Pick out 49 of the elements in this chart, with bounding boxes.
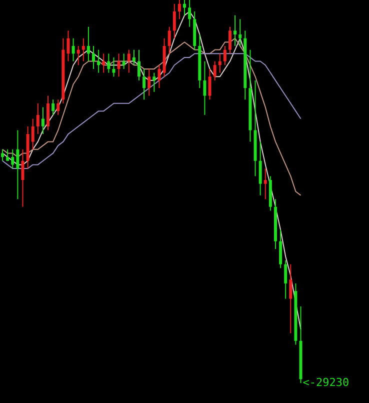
candlestick — [21, 148, 24, 208]
candlestick — [234, 14, 237, 46]
candlestick — [82, 38, 85, 62]
candlestick — [168, 26, 171, 54]
candlestick — [86, 26, 90, 62]
candlestick — [102, 53, 106, 74]
candlestick — [72, 38, 75, 62]
candlestick — [289, 264, 292, 334]
candlestick — [238, 18, 242, 46]
candlestick — [158, 64, 161, 89]
candlestick — [203, 60, 206, 116]
candlestick — [97, 49, 100, 74]
candlestick — [107, 53, 110, 74]
candlestick — [36, 102, 40, 135]
candlestick — [16, 130, 20, 200]
candlestick — [284, 260, 288, 300]
candlestick — [122, 53, 126, 70]
candlestick — [11, 148, 14, 170]
candlestick — [148, 68, 151, 96]
candlestick — [183, 0, 186, 16]
candlestick — [208, 68, 212, 100]
candlestick — [172, 3, 176, 39]
annotation: <-29230 — [302, 376, 350, 389]
candlestick — [218, 53, 222, 74]
candlestick — [52, 99, 55, 116]
candlestick — [117, 53, 120, 78]
candlestick — [258, 141, 262, 196]
candlestick — [228, 26, 232, 54]
candlestick — [56, 99, 60, 116]
candlestick — [178, 0, 181, 20]
candlestick — [76, 45, 80, 66]
candlestick — [152, 72, 156, 92]
candlestick — [46, 95, 50, 131]
candlestick — [112, 56, 116, 78]
candlestick — [31, 118, 34, 150]
candlestick — [1, 148, 4, 162]
candlestick — [92, 45, 96, 70]
candlestick — [264, 168, 267, 200]
candlestick — [127, 49, 130, 74]
candlestick — [279, 229, 282, 269]
candlestick — [142, 68, 146, 100]
candlestick — [223, 45, 226, 66]
candlestick — [188, 0, 192, 28]
candlestick — [138, 49, 141, 81]
candlestick — [213, 60, 216, 81]
candlestick — [6, 148, 10, 162]
candlestick — [132, 49, 136, 66]
candlestick — [66, 30, 70, 62]
candlestick — [41, 106, 44, 135]
